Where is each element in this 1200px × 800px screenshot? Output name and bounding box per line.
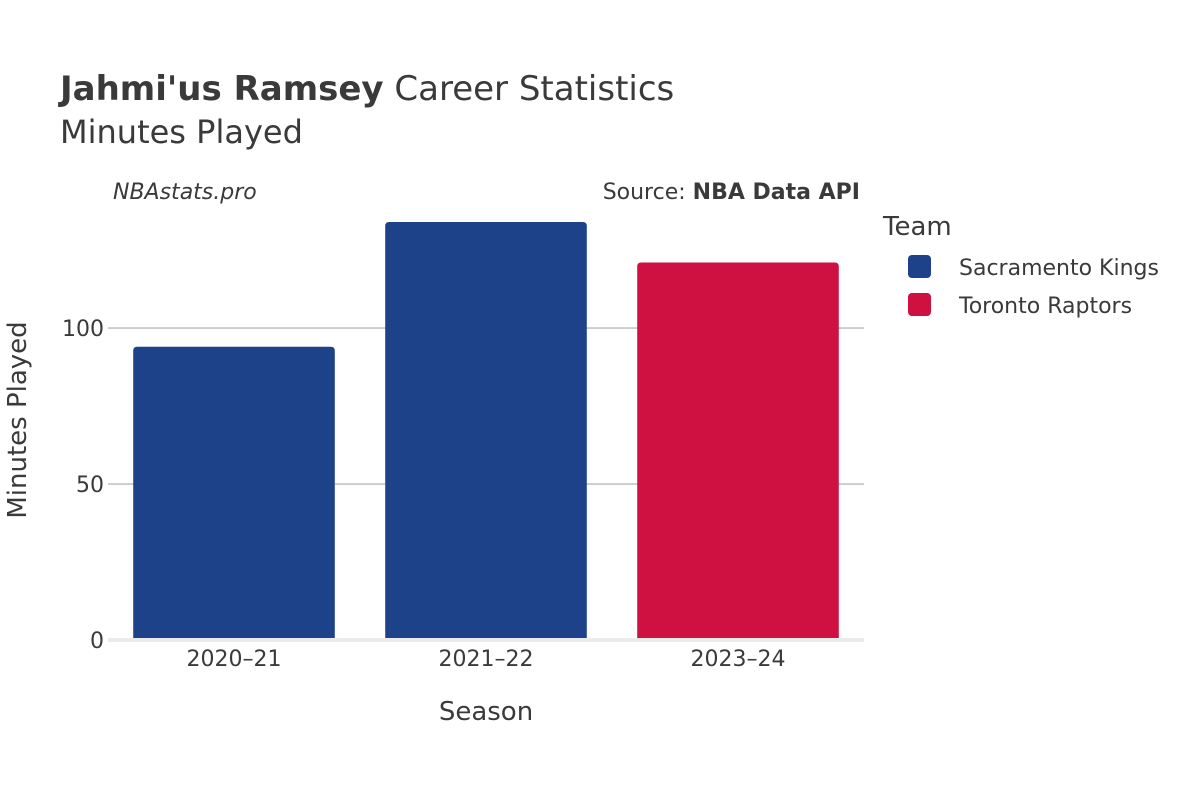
y-tick-label-50: 50 (76, 473, 104, 498)
x-tick-label-2021–22: 2021–22 (439, 647, 534, 672)
y-tick-label-0: 0 (90, 629, 104, 654)
y-tick-label-100: 100 (62, 317, 104, 342)
bar-2021–22[interactable] (385, 222, 587, 640)
x-tick-label-2020–21: 2020–21 (187, 647, 282, 672)
legend-label-toronto-raptors[interactable]: Toronto Raptors (958, 294, 1132, 319)
bar-2020–21[interactable] (133, 346, 335, 640)
source-name: NBA Data API (693, 180, 860, 205)
chart-title-rest: Career Statistics (384, 69, 675, 109)
legend-swatch-sacramento-kings[interactable] (908, 255, 931, 278)
y-axis-ticks: 0 50 100 (62, 317, 104, 654)
chart-title: Jahmi'us Ramsey Career Statistics (58, 69, 674, 109)
legend-swatch-toronto-raptors[interactable] (908, 293, 931, 316)
y-axis-title: Minutes Played (3, 321, 33, 518)
x-axis-ticks: 2020–21 2021–22 2023–24 (187, 647, 786, 672)
source-prefix: Source: (603, 180, 693, 205)
bars (133, 222, 839, 640)
chart-subtitle: Minutes Played (60, 113, 303, 151)
legend-label-sacramento-kings[interactable]: Sacramento Kings (959, 256, 1159, 281)
legend-title: Team (882, 212, 952, 242)
legend: Team Sacramento Kings Toronto Raptors (882, 212, 1159, 319)
chart-title-player: Jahmi'us Ramsey (58, 69, 384, 109)
x-axis-title: Season (439, 697, 533, 727)
source-credit: Source: NBA Data API (603, 180, 860, 205)
watermark: NBAstats.pro (113, 180, 257, 205)
bar-2023–24[interactable] (637, 262, 839, 640)
x-tick-label-2023–24: 2023–24 (691, 647, 786, 672)
